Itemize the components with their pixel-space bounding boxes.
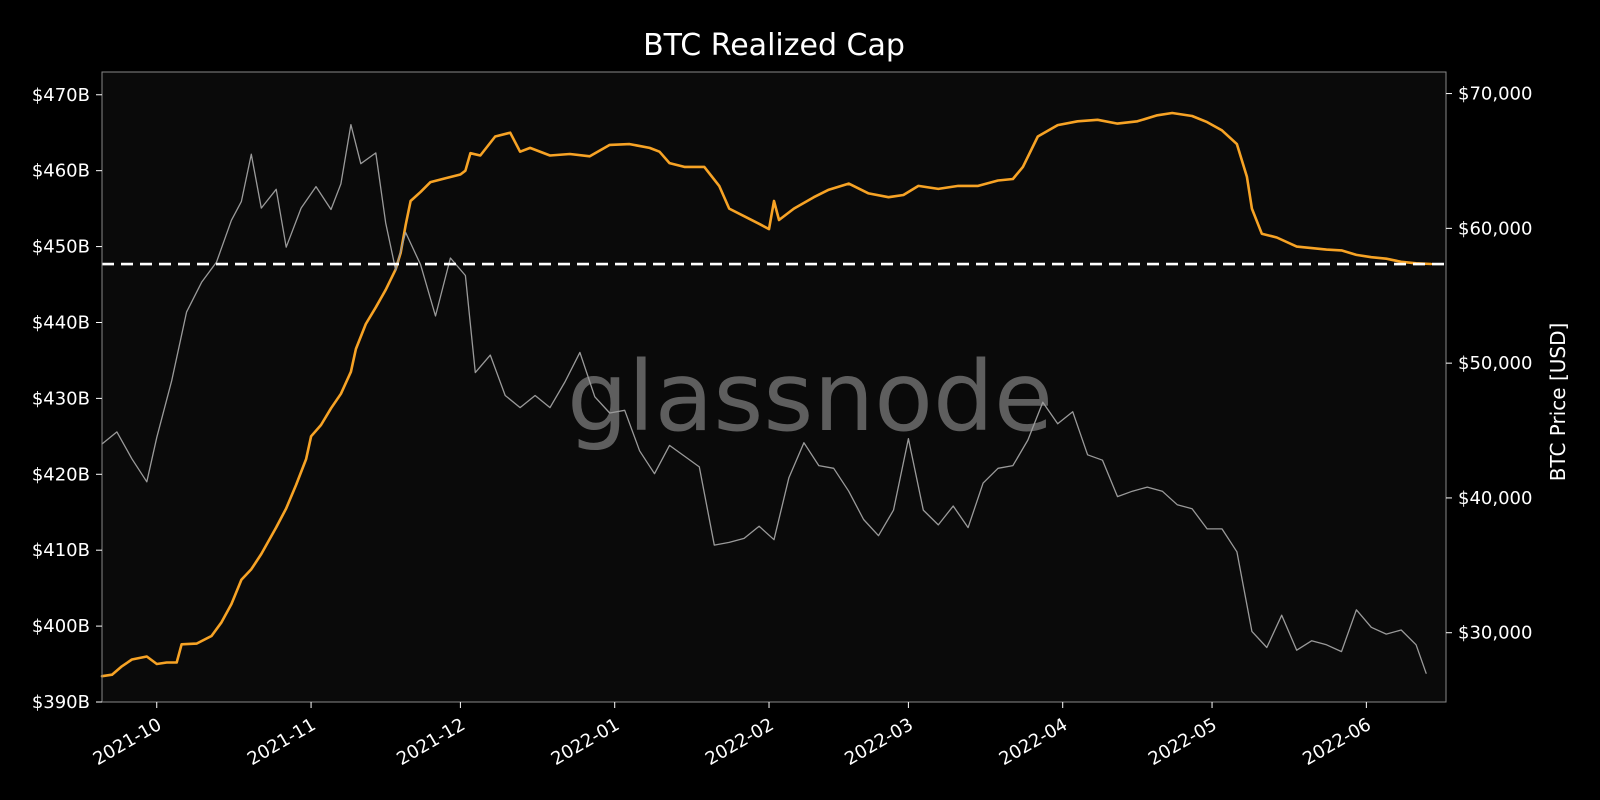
y-left-tick-label: $420B	[32, 464, 90, 485]
y-left-tick-label: $410B	[32, 540, 90, 561]
y-right-tick-label: $60,000	[1458, 218, 1532, 239]
plot-frame	[101, 71, 1447, 703]
y-right-axis-title: BTC Price [USD]	[1546, 323, 1570, 482]
y-left-tick-label: $390B	[32, 692, 90, 713]
y-left-tick-label: $430B	[32, 388, 90, 409]
chart-title: BTC Realized Cap	[643, 28, 905, 63]
x-tick-label: 2022-02	[702, 714, 778, 770]
y-right-tick-label: $30,000	[1458, 623, 1532, 644]
watermark-text: glassnode	[567, 341, 1053, 453]
y-left-tick-label: $400B	[32, 616, 90, 637]
x-tick-label: 2022-03	[841, 714, 917, 770]
x-tick-label: 2022-04	[996, 714, 1072, 770]
x-tick-label: 2021-10	[90, 714, 166, 770]
x-tick-label: 2022-01	[548, 714, 624, 770]
realized-cap-line	[100, 111, 1433, 678]
y-left-tick-label: $440B	[32, 312, 90, 333]
y-right-tick-label: $50,000	[1458, 353, 1532, 374]
y-left-tick-label: $470B	[32, 85, 90, 106]
y-left-tick-label: $450B	[32, 237, 90, 258]
y-left-tick-label: $460B	[32, 161, 90, 182]
y-right-tick-label: $70,000	[1458, 84, 1532, 105]
y-right-tick-label: $40,000	[1458, 488, 1532, 509]
x-tick-label: 2021-12	[393, 714, 469, 770]
x-tick-label: 2022-05	[1145, 714, 1221, 770]
x-tick-label: 2022-06	[1299, 714, 1375, 770]
btc-price-line	[101, 123, 1427, 674]
plot-background	[102, 72, 1446, 702]
x-tick-label: 2021-11	[244, 714, 320, 770]
